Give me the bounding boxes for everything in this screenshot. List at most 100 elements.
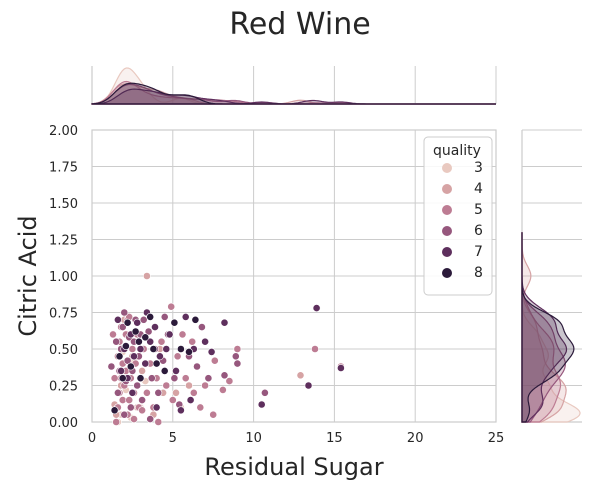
point-quality-6 [160,312,169,321]
point-quality-5 [168,396,177,404]
point-quality-8 [122,342,130,350]
legend-label: 5 [474,202,483,218]
point-quality-6 [233,359,242,368]
point-quality-8 [134,337,143,346]
legend-marker-6 [442,226,452,236]
point-quality-6 [197,323,206,331]
point-quality-5 [154,418,163,426]
point-quality-6 [139,315,148,324]
x-tick-labels: 0 5 10 15 20 25 [88,431,504,446]
y-axis-label: Citric Acid [14,215,42,336]
point-quality-5 [118,396,127,404]
point-quality-6 [133,381,142,390]
point-quality-8 [110,406,119,415]
point-quality-8 [141,333,150,342]
point-quality-7 [186,396,195,404]
y-tick-label: 1.00 [49,270,78,285]
y-tick-label: 1.25 [49,234,78,249]
point-quality-6 [147,374,156,383]
x-tick-label: 20 [407,431,424,446]
y-tick-label: 1.50 [49,197,78,212]
legend-marker-5 [442,205,452,215]
point-quality-4 [142,272,151,280]
point-quality-6 [120,308,129,317]
point-quality-8 [115,352,124,361]
y-tick-label: 1.75 [49,161,78,176]
right-marginal [521,129,582,423]
point-quality-8 [191,315,200,324]
point-quality-7 [220,318,229,327]
point-quality-8 [118,374,127,383]
legend-label: 3 [474,160,483,176]
point-quality-7 [155,352,164,361]
point-quality-7 [117,366,125,375]
point-quality-4 [185,381,193,390]
y-tick-label: 0.25 [49,380,78,395]
point-quality-8 [152,359,161,368]
legend: quality 3 4 5 6 7 8 [423,136,493,296]
point-quality-4 [138,366,146,375]
right-kde-8 [521,232,575,423]
point-quality-7 [176,406,185,415]
point-quality-6 [146,415,155,423]
point-quality-7 [162,345,171,353]
point-quality-6 [193,362,201,371]
point-quality-5 [110,374,119,383]
point-quality-5 [225,377,234,385]
point-quality-7 [130,352,138,361]
top-marginal [91,66,497,105]
point-quality-8 [131,327,140,336]
point-quality-7 [181,312,190,321]
point-quality-8 [149,345,158,353]
point-quality-5 [189,388,198,397]
point-quality-6 [107,362,116,371]
point-quality-7 [165,330,174,339]
point-quality-7 [207,347,216,356]
point-quality-7 [336,364,345,372]
point-quality-4 [296,371,305,380]
x-tick-label: 15 [326,431,343,446]
point-quality-5 [162,381,171,390]
chart-title: Red Wine [229,7,370,42]
main-axes: 0 5 10 15 20 25 0.00 0.25 0.50 0.75 1.00 1.25 1.50 1… [49,124,504,446]
point-quality-6 [112,337,121,346]
point-quality-6 [260,388,269,397]
point-quality-6 [154,388,163,397]
point-quality-5 [128,345,137,353]
point-quality-7 [201,337,209,346]
point-quality-5 [188,337,197,346]
top-kde-8 [91,82,496,105]
point-quality-5 [209,410,218,419]
point-quality-6 [118,323,127,331]
point-quality-5 [167,302,176,311]
point-quality-7 [136,345,145,353]
point-quality-6 [220,371,229,380]
x-tick-label: 10 [245,431,262,446]
point-quality-8 [146,312,155,321]
point-quality-5 [201,381,209,390]
point-quality-8 [170,318,179,327]
point-quality-8 [185,347,193,356]
legend-title: quality [433,143,481,159]
point-quality-5 [130,415,138,423]
point-quality-5 [138,406,146,415]
point-quality-6 [170,374,179,383]
point-quality-5 [109,330,117,339]
point-quality-7 [151,323,159,331]
point-quality-5 [173,352,182,361]
point-quality-7 [141,359,150,368]
right-kde-4 [521,232,567,423]
point-quality-7 [114,315,122,324]
legend-label: 8 [474,265,483,281]
point-quality-6 [126,403,135,412]
point-quality-6 [204,374,213,383]
y-tick-label: 0.00 [49,416,78,431]
point-quality-8 [123,318,132,327]
y-tick-labels: 0.00 0.25 0.50 0.75 1.00 1.25 1.50 1.75 2.00 [49,124,78,431]
point-quality-5 [210,356,219,365]
y-tick-label: 0.75 [49,307,78,322]
legend-label: 4 [474,181,483,197]
y-tick-label: 0.50 [49,343,78,358]
point-quality-6 [231,352,240,361]
legend-marker-8 [442,268,452,278]
